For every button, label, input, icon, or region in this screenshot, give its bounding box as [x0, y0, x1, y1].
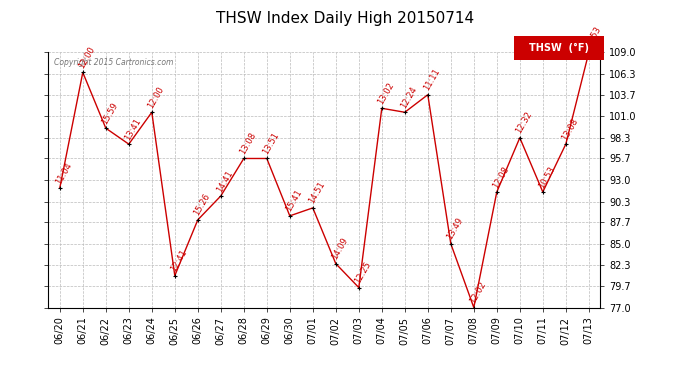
Text: 12:41: 12:41: [169, 248, 189, 273]
Text: 13:41: 13:41: [124, 117, 143, 142]
Text: 13:08: 13:08: [238, 131, 258, 156]
Text: 10:53: 10:53: [538, 164, 557, 190]
Text: 14:09: 14:09: [331, 236, 350, 261]
Text: 13:51: 13:51: [262, 131, 281, 156]
Text: 13:08: 13:08: [560, 117, 580, 142]
Text: 12:08: 12:08: [491, 164, 511, 190]
Text: THSW Index Daily High 20150714: THSW Index Daily High 20150714: [216, 11, 474, 26]
Text: 13:02: 13:02: [376, 81, 396, 106]
Text: 12:02: 12:02: [469, 280, 488, 305]
Text: 14:41: 14:41: [215, 168, 235, 194]
Text: 15:41: 15:41: [284, 188, 304, 213]
Text: 15:59: 15:59: [100, 101, 120, 126]
Text: 11:11: 11:11: [422, 67, 442, 92]
Text: 12:32: 12:32: [514, 110, 534, 135]
Text: 15:53: 15:53: [583, 25, 603, 50]
Text: 12:25: 12:25: [353, 260, 373, 285]
Text: 12:00: 12:00: [77, 45, 97, 70]
Text: Copyright 2015 Cartronics.com: Copyright 2015 Cartronics.com: [54, 58, 173, 67]
Text: 13:49: 13:49: [445, 216, 465, 242]
Text: 14:51: 14:51: [307, 180, 327, 206]
Text: 12:24: 12:24: [400, 85, 419, 110]
Text: 11:04: 11:04: [55, 160, 74, 186]
Text: THSW  (°F): THSW (°F): [529, 43, 589, 53]
Text: 12:00: 12:00: [146, 85, 166, 110]
Text: 15:26: 15:26: [193, 192, 212, 217]
